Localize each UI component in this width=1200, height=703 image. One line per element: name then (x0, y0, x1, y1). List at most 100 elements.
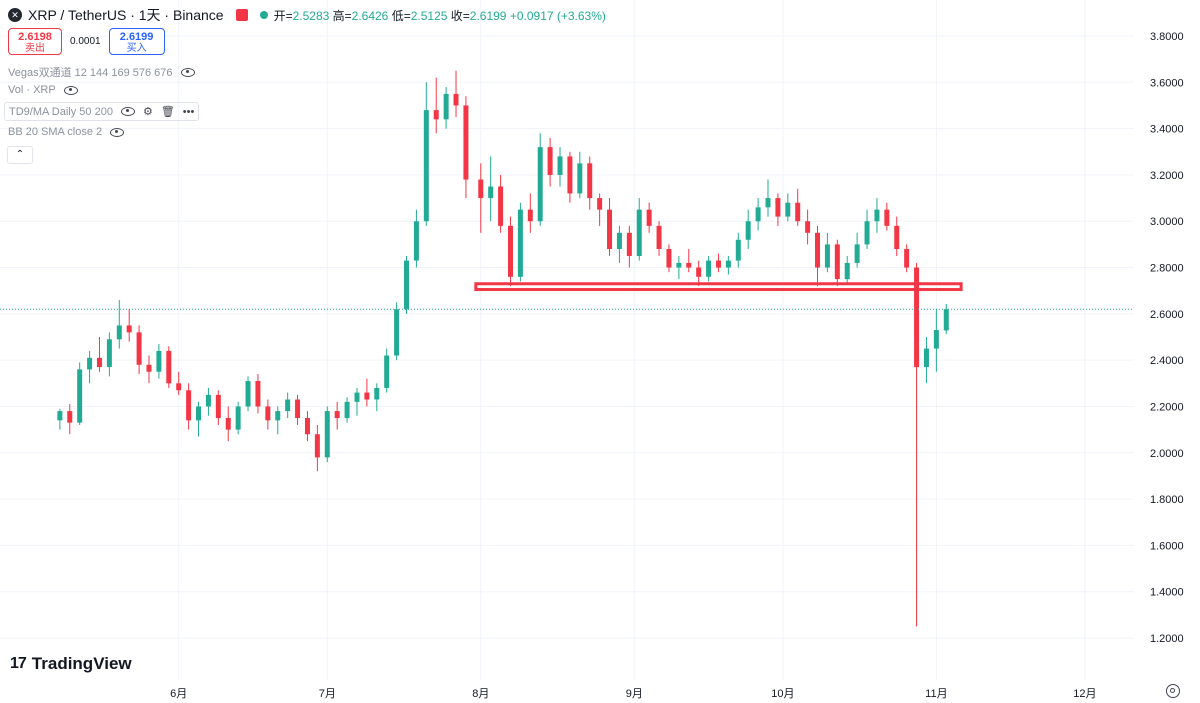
candle-body (87, 357, 93, 370)
candle-body (478, 179, 484, 199)
candle-body (245, 380, 251, 407)
hide-eye-icon[interactable] (110, 127, 125, 137)
y-tick-label: 2.8000 (1150, 263, 1184, 275)
y-tick-label: 3.6000 (1150, 77, 1184, 89)
indicator-bollinger[interactable]: BB 20 SMA close 2 (8, 126, 125, 138)
candle (676, 255, 682, 280)
candle-body (354, 392, 360, 402)
candle-body (304, 418, 310, 435)
candle (215, 390, 221, 425)
candle (943, 303, 949, 335)
candle (527, 193, 533, 233)
candle-body (295, 399, 301, 419)
candle-body (384, 355, 390, 388)
candle (478, 163, 484, 233)
candle (894, 216, 900, 256)
x-tick-label: 12月 (1073, 688, 1096, 700)
candle-body (453, 93, 459, 106)
candle-body (176, 383, 182, 391)
candle (225, 406, 231, 442)
symbol-title[interactable]: XRP / TetherUS · 1天 · Binance (28, 7, 224, 23)
candle-body (413, 221, 419, 261)
candle-body (186, 390, 192, 421)
candle-body (517, 209, 523, 277)
candle (854, 232, 860, 268)
x-tick-label: 11月 (925, 688, 947, 700)
candle (517, 202, 523, 282)
candle (57, 408, 63, 430)
candle-body (324, 411, 330, 458)
candle (745, 209, 751, 250)
chart-grid (0, 0, 1134, 680)
candle-body (196, 406, 202, 421)
candle-body (404, 260, 410, 310)
symbol-header: ✕ XRP / TetherUS · 1天 · Binance 开=2.5283… (8, 6, 606, 24)
candle-body (844, 262, 850, 280)
candlestick-series (57, 70, 949, 627)
indicator-volume[interactable]: Vol · XRP (8, 84, 78, 96)
candle-body (587, 163, 593, 199)
y-tick-label: 3.0000 (1150, 216, 1184, 228)
candle-body (146, 364, 152, 372)
hide-eye-icon[interactable] (180, 67, 195, 77)
candle-body (785, 202, 791, 217)
candle (557, 147, 563, 187)
candle-body (344, 401, 350, 419)
candle-body (77, 369, 83, 423)
x-tick-label: 6月 (170, 688, 187, 700)
chart-settings-icon[interactable] (1166, 684, 1180, 698)
collapse-legend-button[interactable]: ⌃ (7, 146, 33, 164)
y-tick-label: 2.2000 (1150, 401, 1184, 413)
candle (844, 255, 850, 284)
delete-icon[interactable]: 🗑 (160, 106, 175, 118)
tradingview-mark-icon: 17 (10, 655, 27, 672)
indicator-vegas[interactable]: Vegas双通道 12 144 169 576 676 (8, 64, 195, 80)
candle-body (255, 380, 261, 407)
candle-body (854, 244, 860, 263)
candle-body (156, 350, 162, 372)
candle (166, 346, 172, 388)
x-tick-label: 8月 (472, 688, 489, 700)
candle (785, 193, 791, 222)
candle-body (374, 387, 380, 400)
candle (156, 343, 162, 379)
flag-icon[interactable] (235, 9, 248, 21)
candle-body (834, 244, 840, 280)
candle (344, 397, 350, 423)
candle-body (626, 232, 632, 256)
candle-body (636, 209, 642, 256)
candle (923, 337, 929, 384)
tradingview-logo[interactable]: 17 TradingView (10, 654, 132, 674)
candle-body (215, 394, 221, 419)
candle-body (775, 198, 781, 217)
candle-body (67, 411, 73, 423)
candle-body (795, 202, 801, 222)
candle-body (706, 260, 712, 277)
candle-body (557, 156, 563, 175)
market-status-icon (259, 11, 268, 19)
candle (715, 253, 721, 273)
candle-body (943, 309, 949, 331)
candle-body (364, 392, 370, 400)
candle (354, 387, 360, 416)
candle-body (824, 244, 830, 268)
sell-button[interactable]: 2.6198 卖出 (8, 28, 62, 55)
candle (136, 325, 142, 375)
candle (795, 188, 801, 226)
hide-eye-icon[interactable] (120, 107, 135, 116)
candle-body (136, 332, 142, 365)
candle-body (864, 221, 870, 245)
settings-icon[interactable]: ⚙ (142, 106, 153, 118)
candle (914, 262, 920, 627)
candle (597, 193, 603, 226)
buy-button[interactable]: 2.6199 买入 (108, 28, 165, 55)
more-icon[interactable]: ••• (182, 105, 195, 118)
candle-body (656, 225, 662, 250)
candle (755, 198, 761, 231)
indicator-td9-ma[interactable]: TD9/MA Daily 50 200 ⚙ 🗑 ••• (4, 102, 200, 121)
candle (295, 394, 301, 425)
candle (146, 355, 152, 384)
hide-eye-icon[interactable] (63, 85, 78, 95)
candle-body (166, 350, 172, 384)
